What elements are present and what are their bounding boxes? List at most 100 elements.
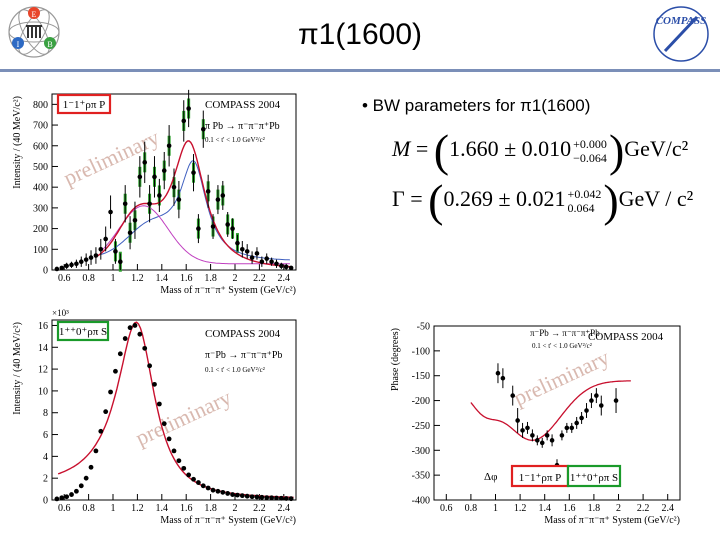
wave-tag-box xyxy=(56,320,110,342)
data-point xyxy=(283,264,289,270)
x-tick-label: 1 xyxy=(111,273,116,284)
data-point xyxy=(210,224,216,229)
y-axis-title: Intensity / (40 MeV/c²) xyxy=(12,96,23,189)
x-tick-label: 2 xyxy=(233,273,238,284)
data-point xyxy=(249,494,255,500)
data-point xyxy=(225,491,231,496)
width-symbol: Γ xyxy=(392,186,405,212)
y-tick-label: 0 xyxy=(43,266,48,277)
data-point xyxy=(142,345,148,351)
experiment-label: COMPASS 2004 xyxy=(588,331,664,343)
data-point xyxy=(108,389,113,395)
plot-frame xyxy=(51,319,297,501)
mass-minus: −0.064 xyxy=(573,151,607,165)
y-tick-label: -400 xyxy=(412,496,430,507)
wave-tag-right-box xyxy=(566,464,622,488)
data-point xyxy=(274,261,279,267)
width-minus: 0.064 xyxy=(567,201,595,215)
data-point xyxy=(161,421,167,427)
data-point xyxy=(495,370,501,376)
data-point xyxy=(594,393,599,398)
y-tick-label: 100 xyxy=(33,245,48,256)
x-tick-label: 2.2 xyxy=(253,503,266,514)
data-point xyxy=(176,197,182,202)
preliminary-watermark: preliminary xyxy=(60,124,164,190)
plot-frame xyxy=(51,93,297,271)
data-point xyxy=(288,265,294,271)
data-point xyxy=(579,415,584,421)
y-tick-label: 400 xyxy=(33,183,48,194)
x-tick-label: 2.4 xyxy=(278,503,291,514)
y-tick-label: 500 xyxy=(33,162,48,173)
data-point xyxy=(210,487,216,493)
fit-total-curve xyxy=(57,321,294,498)
data-point xyxy=(88,464,94,470)
data-point xyxy=(215,197,221,202)
scale-label: ×10³ xyxy=(52,308,69,318)
y-tick-label: -250 xyxy=(412,421,430,432)
data-point xyxy=(122,201,128,207)
data-point xyxy=(244,493,250,499)
tcut-label: 0.1 < t' < 1.0 GeV²/c² xyxy=(205,366,265,374)
data-point xyxy=(574,420,579,426)
data-point xyxy=(137,331,143,337)
data-point xyxy=(93,253,99,258)
data-point xyxy=(171,448,177,454)
data-point xyxy=(142,160,148,165)
data-point xyxy=(132,218,138,223)
reaction-label: π Pb → π⁻π⁻π⁺Pb xyxy=(205,121,280,132)
data-point xyxy=(598,403,604,408)
data-point xyxy=(535,438,540,443)
plot-frame xyxy=(433,325,681,501)
data-point xyxy=(235,240,240,246)
x-tick-label: 2 xyxy=(233,503,238,514)
wave-tag: 1⁺⁺0⁺ρπ S xyxy=(59,326,107,338)
data-point xyxy=(613,398,619,403)
data-point xyxy=(254,251,260,256)
data-point xyxy=(69,262,74,268)
y-tick-label: -200 xyxy=(412,396,430,407)
data-point xyxy=(215,488,221,494)
logo-letter-e: E xyxy=(32,10,37,19)
x-tick-label: 2.2 xyxy=(637,503,650,514)
data-point xyxy=(520,428,525,433)
data-point xyxy=(230,492,235,497)
data-point xyxy=(186,472,192,478)
data-point xyxy=(78,259,84,265)
plot-pi1-intensity: 0.6 0.8 1 1.2 1.4 1.6 1.8 2 2.2 2.4 0 100 200 300 400 5… xyxy=(12,89,297,296)
x-tick-label: 0.6 xyxy=(440,503,453,514)
y-tick-label: 700 xyxy=(33,121,48,132)
data-point xyxy=(98,246,104,252)
y-tick-label: 16 xyxy=(38,321,48,332)
wave-tag-box xyxy=(56,93,112,115)
wave-tag-left: 1⁻1⁺ρπ P xyxy=(519,472,562,484)
data-point xyxy=(59,265,65,271)
x-tick-label: 1.6 xyxy=(180,273,193,284)
mass-plus: +0.000 xyxy=(573,137,607,151)
data-point xyxy=(283,496,289,501)
phase-symbol: Δφ xyxy=(484,471,497,483)
experiment-label: COMPASS 2004 xyxy=(205,328,281,340)
data-point xyxy=(564,425,570,431)
x-tick-label: 1 xyxy=(111,503,116,514)
data-point xyxy=(74,488,79,494)
x-tick-label: 0.8 xyxy=(82,273,95,284)
y-tick-label: 600 xyxy=(33,141,48,152)
data-point xyxy=(205,485,211,491)
data-point xyxy=(205,189,211,194)
x-tick-label: 1.4 xyxy=(156,273,169,284)
data-point xyxy=(64,263,69,269)
wave-tag: 1⁻1⁺ρπ P xyxy=(63,99,106,111)
data-point xyxy=(269,495,274,501)
data-point xyxy=(103,236,108,242)
logo-letter-b: B xyxy=(47,40,52,49)
data-point xyxy=(240,246,245,252)
y-tick-label: 10 xyxy=(38,386,48,397)
wave-tag-right: 1⁺⁺0⁺ρπ S xyxy=(570,472,618,484)
data-point xyxy=(64,494,70,500)
width-unit: GeV / c² xyxy=(618,186,694,212)
data-point xyxy=(549,438,555,443)
data-point xyxy=(288,496,294,502)
logo-letter-i: I xyxy=(17,40,20,49)
data-point xyxy=(156,401,162,407)
